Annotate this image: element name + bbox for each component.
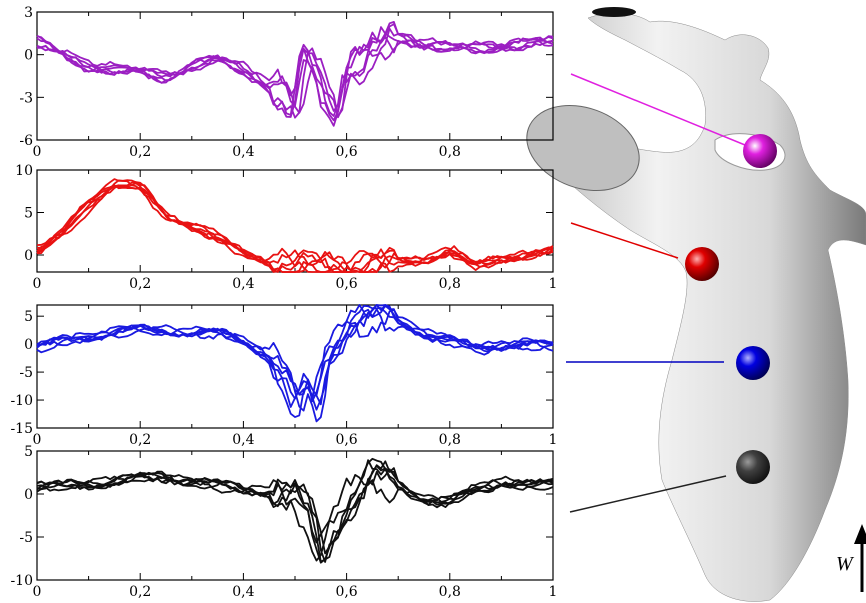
y-tick-label: -5 <box>19 365 33 381</box>
x-axis-ticks: 0 0,2 0,4 0,6 0,8 1 <box>33 170 558 292</box>
x-axis-ticks: 0 0,2 0,4 0,6 0,8 <box>33 12 502 160</box>
series-line-5 <box>36 31 554 127</box>
x-tick-label: 1 <box>549 584 558 600</box>
x-tick-label: 0,2 <box>129 144 151 160</box>
y-tick-label: 3 <box>24 5 33 21</box>
series-line-6 <box>37 23 554 118</box>
plot-3: 0 0,2 0,4 0,6 0,8 1 5 0 -5 -10 -15 <box>10 304 558 448</box>
probe-sphere-3 <box>736 346 770 380</box>
y-tick-label: -10 <box>10 393 33 409</box>
series-line-2 <box>36 27 554 119</box>
probe-sphere-2 <box>685 247 719 281</box>
series-line-6 <box>36 308 554 419</box>
plot-2: 0 0,2 0,4 0,6 0,8 1 10 5 0 <box>15 163 557 292</box>
x-tick-label: 0,8 <box>439 432 461 448</box>
plot-frame <box>36 304 554 429</box>
x-tick-label: 0,8 <box>439 276 461 292</box>
series-group <box>36 20 554 127</box>
series-line-1 <box>36 181 554 273</box>
plot-4: 0 0,2 0,4 0,6 0,8 1 5 0 -5 -10 <box>10 444 557 600</box>
x-tick-label: 1 <box>549 432 558 448</box>
y-tick-label: -15 <box>10 421 33 437</box>
x-tick-label: 0,2 <box>129 432 151 448</box>
y-tick-label: -6 <box>19 133 33 149</box>
series-group <box>36 457 554 564</box>
x-tick-label: 0,4 <box>232 432 254 448</box>
series-line-4 <box>36 35 554 118</box>
x-tick-label: 0,8 <box>439 584 461 600</box>
series-line-5 <box>36 304 554 423</box>
x-tick-label: 0,4 <box>232 584 254 600</box>
x-tick-label: 0,4 <box>232 144 254 160</box>
y-tick-label: 5 <box>24 309 33 325</box>
y-tick-label: 0 <box>24 337 33 353</box>
y-tick-label: 5 <box>24 444 33 460</box>
x-tick-label: 0,8 <box>439 144 461 160</box>
arrow-head <box>854 524 866 544</box>
series-line-4 <box>36 473 554 562</box>
y-tick-label: 5 <box>24 206 33 222</box>
series-line-3 <box>36 304 554 403</box>
x-tick-label: 0 <box>33 276 42 292</box>
series-line-6 <box>36 178 554 273</box>
plot-1: 0 0,2 0,4 0,6 0,8 3 0 -3 -6 <box>19 5 554 160</box>
vessel-render <box>526 7 866 602</box>
x-tick-label: 0 <box>33 432 42 448</box>
x-tick-label: 0,6 <box>335 432 357 448</box>
x-axis-ticks: 0 0,2 0,4 0,6 0,8 1 <box>33 451 558 600</box>
x-tick-label: 0,6 <box>335 276 357 292</box>
y-axis-ticks: 3 0 -3 -6 <box>19 5 553 149</box>
y-tick-label: 10 <box>15 163 33 179</box>
x-tick-label: 0 <box>33 144 42 160</box>
probe-connector-1 <box>570 73 746 146</box>
x-tick-label: 0 <box>33 584 42 600</box>
series-group <box>36 178 554 273</box>
x-tick-label: 0,4 <box>232 276 254 292</box>
y-tick-label: 0 <box>24 248 33 264</box>
y-axis-ticks: 10 5 0 <box>15 163 553 264</box>
series-line-5 <box>36 184 554 273</box>
x-tick-label: 0,2 <box>129 584 151 600</box>
series-group <box>36 304 554 423</box>
series-line-2 <box>36 182 554 273</box>
x-axis-ticks: 0 0,2 0,4 0,6 0,8 1 <box>33 305 558 448</box>
x-tick-label: 0,2 <box>129 276 151 292</box>
vessel-outlet-cap <box>592 7 636 17</box>
y-tick-label: 0 <box>24 48 33 64</box>
y-tick-label: 0 <box>24 487 33 503</box>
y-tick-label: -3 <box>19 90 33 106</box>
series-line-2 <box>36 304 554 406</box>
probe-spheres <box>685 134 777 484</box>
probe-sphere-4 <box>736 450 770 484</box>
plot-frame <box>36 11 554 141</box>
vessel-body <box>544 12 866 602</box>
probe-connectors <box>566 73 746 513</box>
x-tick-label: 1 <box>549 276 558 292</box>
x-tick-label: 0,6 <box>335 584 357 600</box>
probe-connector-2 <box>570 222 679 259</box>
y-axis-ticks: 5 0 -5 -10 <box>10 444 553 589</box>
vessel-inlet-cap <box>526 104 640 192</box>
y-tick-label: -10 <box>10 573 33 589</box>
series-line-3 <box>37 179 554 273</box>
y-tick-label: -5 <box>19 530 33 546</box>
x-tick-label: 0,6 <box>335 144 357 160</box>
series-line-6 <box>36 457 554 563</box>
series-line-5 <box>36 468 554 544</box>
velocity-arrow: W <box>836 524 866 592</box>
plot-frame <box>36 450 554 581</box>
velocity-label: W <box>836 553 855 575</box>
probe-sphere-1 <box>743 134 777 168</box>
probe-connector-4 <box>569 475 727 513</box>
